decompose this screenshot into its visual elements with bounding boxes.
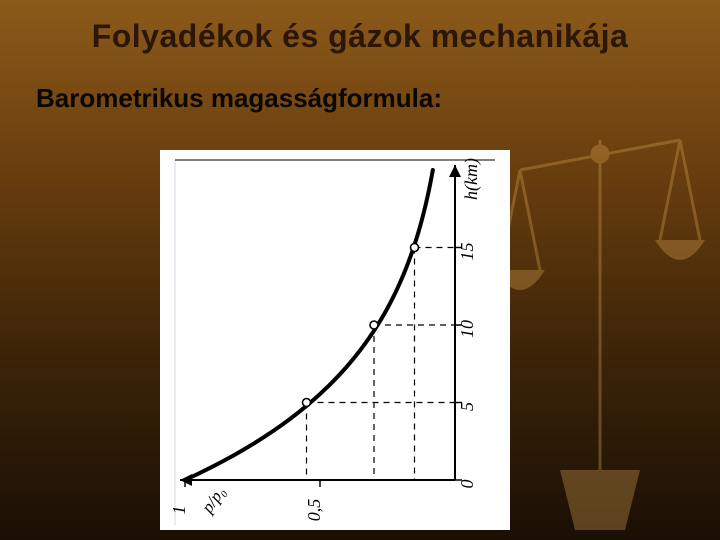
svg-text:0,5: 0,5 (304, 499, 324, 522)
svg-text:p/p₀: p/p₀ (197, 483, 229, 517)
barometric-chart: 0 5 10 15 h(km) 0,5 1 p/p₀ (160, 150, 510, 530)
page-title: Folyadékok és gázok mechanikája (0, 0, 720, 55)
svg-text:0: 0 (457, 480, 477, 489)
balance-scale-decoration (490, 110, 710, 530)
svg-text:h(km): h(km) (461, 158, 482, 200)
svg-text:1: 1 (169, 506, 189, 515)
svg-text:10: 10 (457, 320, 477, 338)
svg-text:15: 15 (457, 243, 477, 261)
page-subtitle: Barometrikus magasságformula: (0, 55, 720, 114)
svg-text:5: 5 (457, 402, 477, 411)
